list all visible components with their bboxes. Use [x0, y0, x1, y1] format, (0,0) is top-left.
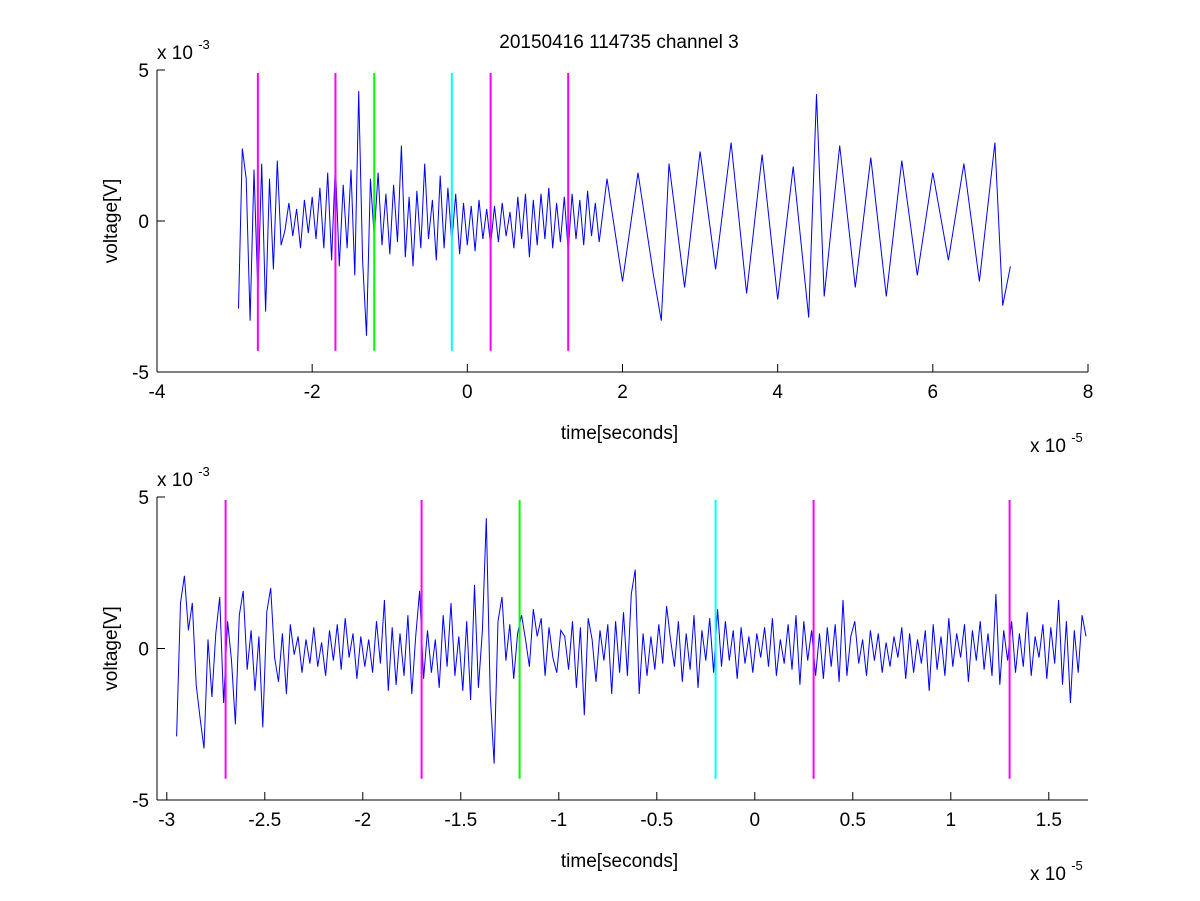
x-exponent-superscript: -5 [1071, 430, 1083, 445]
y-tick-label: 5 [138, 61, 149, 82]
x-tick-label: -2.5 [248, 810, 281, 831]
x-tick-label: 0 [462, 382, 473, 403]
y-exponent-superscript: -3 [198, 37, 210, 52]
y-tick-label: -5 [132, 791, 149, 812]
x-tick-label: 0.5 [840, 810, 866, 831]
signal-line [238, 91, 1011, 336]
figure-title: 20150416 114735 channel 3 [499, 32, 739, 53]
x-tick-label: -4 [149, 382, 166, 403]
y-tick-label: -5 [132, 363, 149, 384]
x-tick-label: 4 [772, 382, 783, 403]
x-tick-label: 1 [946, 810, 957, 831]
x-tick-label: -2 [304, 382, 321, 403]
x-tick-label: -0.5 [640, 810, 673, 831]
y-tick-label: 5 [138, 488, 149, 509]
x-tick-label: -3 [158, 810, 175, 831]
y-exponent-superscript: -3 [198, 464, 210, 479]
x-tick-label: 0 [750, 810, 761, 831]
y-axis-label: voltage[V] [101, 606, 122, 691]
x-tick-label: 1.5 [1036, 810, 1062, 831]
x-tick-label: 8 [1083, 382, 1094, 403]
x-tick-label: -1.5 [444, 810, 477, 831]
x-axis-label: time[seconds] [561, 423, 678, 444]
x-tick-label: -1 [550, 810, 567, 831]
x-tick-label: -2 [354, 810, 371, 831]
signal-line [176, 518, 1087, 764]
y-axis-label: voltage[V] [101, 179, 122, 264]
y-tick-label: 0 [138, 212, 149, 233]
x-tick-label: 2 [617, 382, 628, 403]
x-exponent-superscript: -5 [1071, 858, 1083, 873]
x-axis-label: time[seconds] [561, 851, 678, 872]
x-tick-label: 6 [928, 382, 939, 403]
y-tick-label: 0 [138, 640, 149, 661]
